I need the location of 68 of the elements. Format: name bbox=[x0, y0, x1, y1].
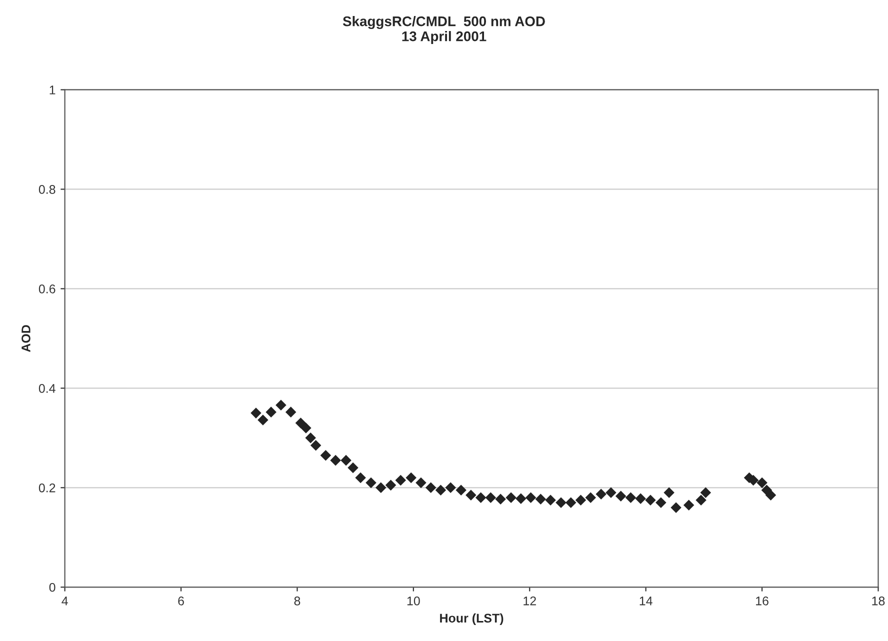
point bbox=[385, 480, 396, 491]
point bbox=[258, 414, 268, 426]
point bbox=[606, 487, 616, 498]
y-tick-label: 0.8 bbox=[38, 185, 56, 194]
point bbox=[340, 454, 352, 466]
x-tick-label: 16 bbox=[756, 596, 768, 606]
y-tick-label: 0.2 bbox=[38, 483, 56, 492]
point bbox=[535, 494, 546, 504]
point bbox=[310, 440, 322, 451]
point bbox=[596, 488, 606, 500]
x-tick-label: 18 bbox=[872, 596, 885, 606]
point bbox=[435, 484, 446, 496]
point bbox=[250, 408, 262, 418]
point bbox=[276, 400, 286, 410]
y-tick-label: 1 bbox=[50, 86, 56, 94]
point bbox=[575, 494, 586, 506]
y-tick-label: 0 bbox=[49, 582, 56, 592]
point bbox=[566, 497, 576, 508]
point bbox=[285, 406, 296, 418]
point bbox=[664, 487, 674, 498]
point bbox=[516, 493, 526, 504]
x-tick-label: 10 bbox=[407, 596, 420, 606]
point bbox=[485, 492, 496, 503]
point bbox=[330, 454, 341, 466]
point bbox=[756, 477, 768, 488]
point bbox=[525, 492, 536, 503]
point bbox=[700, 487, 712, 498]
y-axis-title: AOD bbox=[22, 325, 30, 352]
point bbox=[366, 477, 376, 488]
point bbox=[615, 490, 626, 502]
point bbox=[670, 502, 682, 513]
point bbox=[625, 492, 636, 503]
point bbox=[635, 493, 646, 504]
chart-title: SkaggsRC/CMDL 500 nm AOD 13 April 2001 bbox=[342, 16, 545, 44]
point bbox=[406, 472, 416, 484]
x-tick-label: 12 bbox=[524, 596, 536, 606]
point bbox=[425, 482, 436, 494]
x-axis-title: Hour (LST) bbox=[440, 613, 504, 626]
x-tick-label: 6 bbox=[178, 596, 184, 606]
point bbox=[305, 432, 316, 444]
point bbox=[320, 450, 332, 461]
y-tick-label: 0.6 bbox=[38, 284, 56, 294]
point bbox=[395, 474, 406, 486]
x-tick-label: 8 bbox=[294, 596, 300, 606]
point bbox=[456, 484, 466, 496]
point bbox=[683, 500, 694, 510]
point bbox=[295, 418, 306, 428]
point bbox=[545, 494, 556, 506]
x-tick-label: 4 bbox=[62, 596, 68, 606]
point bbox=[495, 494, 506, 504]
point bbox=[696, 494, 706, 506]
point bbox=[445, 482, 456, 494]
point bbox=[585, 492, 596, 503]
point bbox=[645, 494, 656, 506]
x-tick-label: 14 bbox=[640, 596, 652, 606]
point bbox=[348, 462, 358, 474]
point bbox=[376, 482, 386, 494]
point bbox=[266, 406, 276, 418]
point bbox=[765, 490, 776, 501]
point bbox=[416, 477, 426, 488]
point bbox=[475, 492, 486, 503]
point bbox=[556, 497, 566, 508]
y-tick-label: 0.4 bbox=[38, 384, 56, 393]
point bbox=[466, 490, 476, 501]
point bbox=[506, 492, 516, 503]
point bbox=[656, 497, 666, 508]
point bbox=[355, 472, 366, 484]
point bbox=[300, 422, 312, 434]
